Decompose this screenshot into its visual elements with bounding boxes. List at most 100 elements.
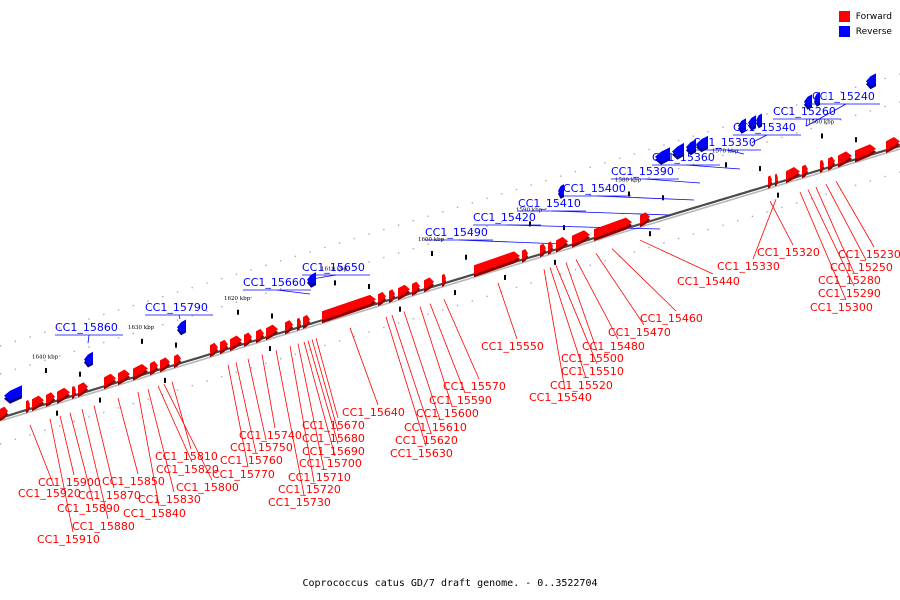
gene-reverse xyxy=(672,142,684,160)
forward-gene-label: CC1_15680 xyxy=(302,432,365,445)
reverse-gene-label: CC1_15650 xyxy=(302,261,365,274)
leader-line xyxy=(419,306,453,407)
gene-forward xyxy=(556,236,568,253)
gene-forward xyxy=(174,354,181,369)
leader-line xyxy=(261,354,276,429)
legend-label-forward: Forward xyxy=(855,11,892,22)
reverse-gene-label: CC1_15240 xyxy=(812,90,875,103)
forward-gene-label: CC1_15830 xyxy=(138,493,201,506)
gene-forward xyxy=(442,273,446,287)
forward-gene-label: CC1_15750 xyxy=(230,441,293,454)
leader-line xyxy=(596,195,695,201)
forward-gene-label: CC1_15700 xyxy=(299,457,362,470)
gene-reverse xyxy=(655,147,670,165)
reverse-gene-label: CC1_15490 xyxy=(425,226,488,239)
leader-line xyxy=(49,418,74,533)
forward-gene-label: CC1_15630 xyxy=(390,447,453,460)
gene-labels: CC1_15240 CC1_15260 CC1_15340 CC1_15350 CC1_… xyxy=(18,90,900,546)
gene-reverse xyxy=(866,73,876,90)
leader-line xyxy=(403,311,441,421)
forward-gene-label: CC1_15670 xyxy=(302,419,365,432)
forward-gene-label: CC1_15760 xyxy=(220,454,283,467)
gene-reverse xyxy=(756,113,762,129)
reverse-gene-label: CC1_15860 xyxy=(55,321,118,334)
gene-forward xyxy=(412,281,420,296)
scale-label: 1560 kbp xyxy=(808,120,835,126)
legend-label-reverse: Reverse xyxy=(855,26,892,37)
leader-line xyxy=(178,314,181,320)
gene-forward xyxy=(474,251,520,278)
leader-line xyxy=(391,314,432,434)
leader-line xyxy=(751,134,768,143)
forward-gene-label: CC1_15880 xyxy=(72,520,135,533)
reverse-gene-label: CC1_15390 xyxy=(611,165,674,178)
gene-forward xyxy=(322,294,376,324)
gene-forward xyxy=(256,328,264,344)
leader-line xyxy=(311,339,339,432)
leader-line xyxy=(565,262,598,352)
leader-line xyxy=(69,412,94,502)
gene-forward xyxy=(220,339,228,355)
forward-gene-label: CC1_15480 xyxy=(582,340,645,353)
reverse-gene-label: CC1_15400 xyxy=(563,182,626,195)
forward-gene-label: CC1_15460 xyxy=(640,312,703,325)
gene-forward xyxy=(786,167,800,184)
forward-gene-label: CC1_15730 xyxy=(268,496,331,509)
gene-features xyxy=(0,73,900,421)
legend-item-reverse: Reverse xyxy=(838,24,892,39)
gene-forward xyxy=(78,382,88,398)
forward-gene-label: CC1_15500 xyxy=(561,352,624,365)
scale-label: 1620 kbp xyxy=(224,296,251,302)
gene-forward xyxy=(548,241,553,255)
gene-forward xyxy=(297,317,301,331)
scale-label: 1630 kbp xyxy=(128,325,155,331)
forward-gene-label: CC1_15440 xyxy=(677,275,740,288)
scale-label: 1570 kbp xyxy=(712,149,739,155)
forward-gene-label: CC1_15720 xyxy=(278,483,341,496)
gene-forward xyxy=(266,324,278,341)
leader-line xyxy=(429,303,466,394)
leader-line xyxy=(506,224,661,230)
scale-ticks xyxy=(45,133,857,416)
leader-line xyxy=(807,189,855,287)
forward-gene-label: CC1_15850 xyxy=(102,475,165,488)
forward-gene-label: CC1_15810 xyxy=(155,450,218,463)
gene-forward xyxy=(0,406,8,421)
gene-forward xyxy=(594,217,632,242)
forward-gene-label: CC1_15640 xyxy=(342,406,405,419)
gene-reverse xyxy=(558,184,564,199)
gene-reverse xyxy=(804,94,812,110)
leader-line xyxy=(227,364,249,468)
reverse-gene-label: CC1_15790 xyxy=(145,301,208,314)
scale-label: 1580 kbp xyxy=(615,178,642,184)
reverse-gene-label: CC1_15360 xyxy=(652,151,715,164)
scale-label: 1640 kbp xyxy=(32,354,59,360)
forward-gene-label: CC1_15770 xyxy=(212,468,275,481)
gene-forward xyxy=(285,320,293,335)
gene-forward xyxy=(398,284,410,301)
leader-line xyxy=(247,358,267,441)
gene-forward xyxy=(768,175,772,189)
leader-line xyxy=(835,181,875,248)
leader-line xyxy=(769,200,794,246)
forward-gene-label: CC1_15230 xyxy=(838,248,900,261)
leader-line xyxy=(815,187,855,274)
leader-line xyxy=(443,299,480,380)
leader-line xyxy=(458,239,563,245)
forward-gene-label: CC1_15470 xyxy=(608,326,671,339)
forward-gene-label: CC1_15820 xyxy=(156,463,219,476)
leader-line xyxy=(93,405,115,489)
gene-reverse xyxy=(738,118,746,134)
gene-forward xyxy=(244,332,252,347)
forward-gene-label: CC1_15570 xyxy=(443,380,506,393)
forward-gene-label: CC1_15280 xyxy=(818,274,881,287)
gene-forward xyxy=(802,164,808,179)
leader-line xyxy=(551,210,671,216)
leader-line xyxy=(235,362,257,454)
leader-line xyxy=(497,282,518,340)
gene-forward xyxy=(133,364,148,381)
dotted-arc-0 xyxy=(0,73,900,347)
gene-forward xyxy=(46,392,55,407)
legend-item-forward: Forward xyxy=(838,9,892,24)
